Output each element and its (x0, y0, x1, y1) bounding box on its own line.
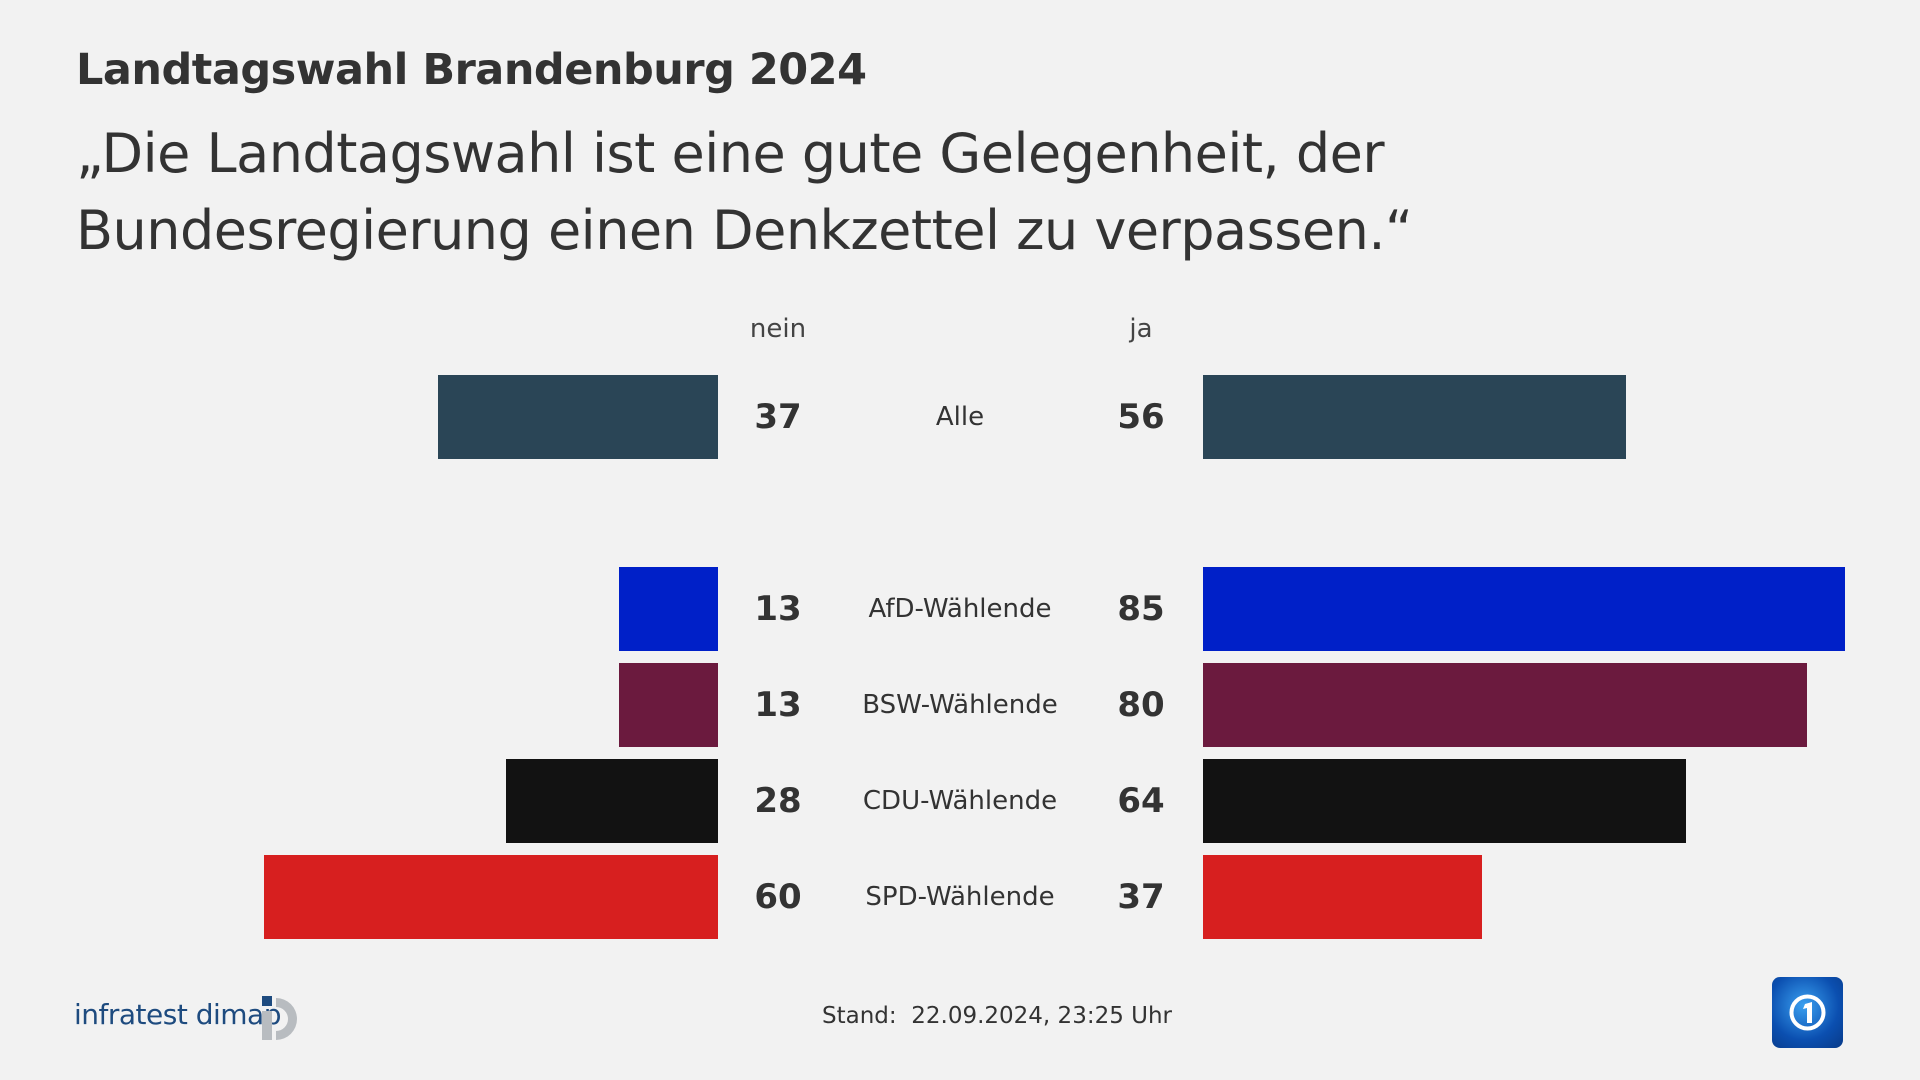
value-label-nein: 37 (754, 397, 802, 437)
value-label-nein: 13 (754, 589, 802, 629)
bar-ja (1202, 855, 1483, 939)
bar-ja (1202, 759, 1687, 843)
category-label: SPD-Wählende (865, 882, 1055, 912)
value-label-ja: 85 (1117, 589, 1165, 629)
bar-nein (619, 567, 718, 651)
bar-ja (1202, 375, 1626, 459)
column-header-nein: nein (749, 314, 807, 344)
value-label-nein: 60 (754, 877, 802, 917)
category-label: BSW-Wählende (862, 690, 1058, 720)
ard-logo-icon (1772, 977, 1843, 1048)
source-logo-text: infratest dimap (74, 998, 281, 1031)
bar-nein (264, 855, 718, 939)
value-label-ja: 80 (1117, 685, 1165, 725)
value-label-ja: 64 (1117, 781, 1165, 821)
chart-title: Landtagswahl Brandenburg 2024 (76, 45, 867, 95)
bar-nein (505, 759, 718, 843)
infratest-dimap-logo-icon (262, 996, 297, 1040)
timestamp: Stand: 22.09.2024, 23:25 Uhr (821, 1003, 1173, 1029)
value-label-ja: 56 (1117, 397, 1165, 437)
value-label-nein: 13 (754, 685, 802, 725)
bar-ja (1202, 567, 1846, 651)
bar-ja (1202, 663, 1808, 747)
value-label-nein: 28 (754, 781, 802, 821)
bar-nein (619, 663, 718, 747)
category-label: Alle (935, 402, 985, 432)
value-label-ja: 37 (1117, 877, 1165, 917)
bar-nein (437, 375, 718, 459)
chart-subtitle: „Die Landtagswahl ist eine gute Gelegenh… (76, 122, 1413, 262)
category-label: CDU-Wählende (862, 786, 1058, 816)
category-label: AfD-Wählende (868, 594, 1052, 624)
column-header-ja: ja (1129, 314, 1153, 344)
